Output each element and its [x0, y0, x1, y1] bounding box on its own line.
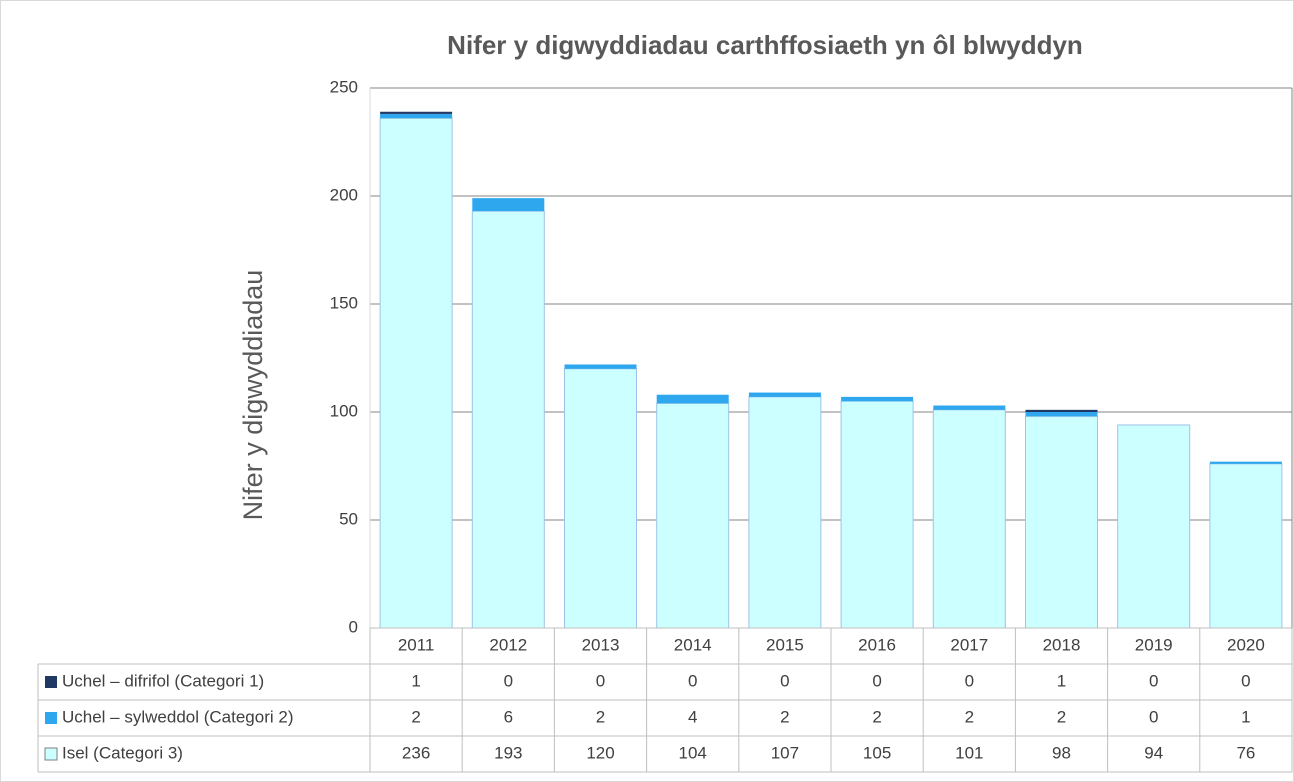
- y-tick-label: 200: [330, 185, 358, 204]
- x-tick-label: 2016: [858, 635, 896, 654]
- bar-segment: [1209, 461, 1282, 464]
- bar-segment: [1025, 415, 1098, 629]
- table-value: 0: [872, 671, 881, 690]
- table-value: 104: [679, 743, 707, 762]
- x-tick-label: 2012: [489, 635, 527, 654]
- bar-segment: [656, 394, 729, 404]
- legend-key: [44, 747, 58, 761]
- table-value: 120: [586, 743, 614, 762]
- table-value: 2: [1057, 707, 1066, 726]
- table-value: 0: [1149, 707, 1158, 726]
- table-value: 0: [780, 671, 789, 690]
- x-tick-label: 2013: [582, 635, 620, 654]
- legend-label: Uchel – sylweddol (Categori 2): [62, 707, 294, 726]
- table-value: 0: [965, 671, 974, 690]
- bar-segment: [1209, 463, 1283, 629]
- bar-segment: [840, 400, 914, 629]
- table-value: 4: [688, 707, 697, 726]
- legend-key: [45, 712, 57, 724]
- table-value: 105: [863, 743, 891, 762]
- table-value: 0: [688, 671, 697, 690]
- y-tick-label: 250: [330, 77, 358, 96]
- bar-segment: [1025, 409, 1098, 412]
- bar-segment: [564, 364, 637, 369]
- table-value: 98: [1052, 743, 1071, 762]
- table-value: 2: [780, 707, 789, 726]
- bar-segment: [380, 113, 453, 119]
- table-value: 2: [596, 707, 605, 726]
- bar-segment: [564, 368, 637, 629]
- y-axis-label: Nifer y digwyddiadau: [238, 270, 268, 521]
- bar-segment: [379, 117, 453, 629]
- bar-segment: [748, 396, 822, 629]
- table-value: 94: [1144, 743, 1163, 762]
- bar-segment: [1025, 412, 1098, 417]
- table-value: 193: [494, 743, 522, 762]
- bar-segment: [748, 392, 821, 397]
- table-value: 1: [1057, 671, 1066, 690]
- table-value: 107: [771, 743, 799, 762]
- bar-segment: [1117, 424, 1191, 629]
- x-tick-label: 2020: [1227, 635, 1265, 654]
- table-value: 1: [411, 671, 420, 690]
- y-tick-label: 100: [330, 401, 358, 420]
- x-tick-label: 2014: [674, 635, 712, 654]
- bar-segment: [841, 396, 914, 402]
- y-tick-label: 0: [349, 617, 358, 636]
- bar-segment: [380, 111, 453, 114]
- bar-segment: [471, 210, 545, 629]
- table-value: 0: [1149, 671, 1158, 690]
- y-tick-label: 150: [330, 293, 358, 312]
- legend-label: Uchel – difrifol (Categori 1): [62, 671, 264, 690]
- bar-segment: [472, 198, 545, 212]
- table-value: 236: [402, 743, 430, 762]
- bar-segment: [933, 405, 1006, 410]
- x-tick-label: 2017: [950, 635, 988, 654]
- table-value: 6: [504, 707, 513, 726]
- table-value: 101: [955, 743, 983, 762]
- x-tick-label: 2018: [1043, 635, 1081, 654]
- table-value: 2: [965, 707, 974, 726]
- legend-key: [45, 676, 57, 688]
- table-value: 2: [411, 707, 420, 726]
- table-value: 0: [504, 671, 513, 690]
- table-value: 0: [1241, 671, 1250, 690]
- y-tick-label: 50: [339, 509, 358, 528]
- x-tick-label: 2015: [766, 635, 804, 654]
- table-value: 76: [1236, 743, 1255, 762]
- table-value: 0: [596, 671, 605, 690]
- bar-segment: [656, 402, 730, 629]
- bar-segment: [932, 409, 1006, 629]
- x-tick-label: 2011: [398, 635, 435, 654]
- table-value: 2: [872, 707, 881, 726]
- table-value: 1: [1241, 707, 1250, 726]
- legend-label: Isel (Categori 3): [62, 743, 183, 762]
- chart-title: Nifer y digwyddiadau carthffosiaeth yn ô…: [447, 30, 1083, 60]
- x-tick-label: 2019: [1135, 635, 1173, 654]
